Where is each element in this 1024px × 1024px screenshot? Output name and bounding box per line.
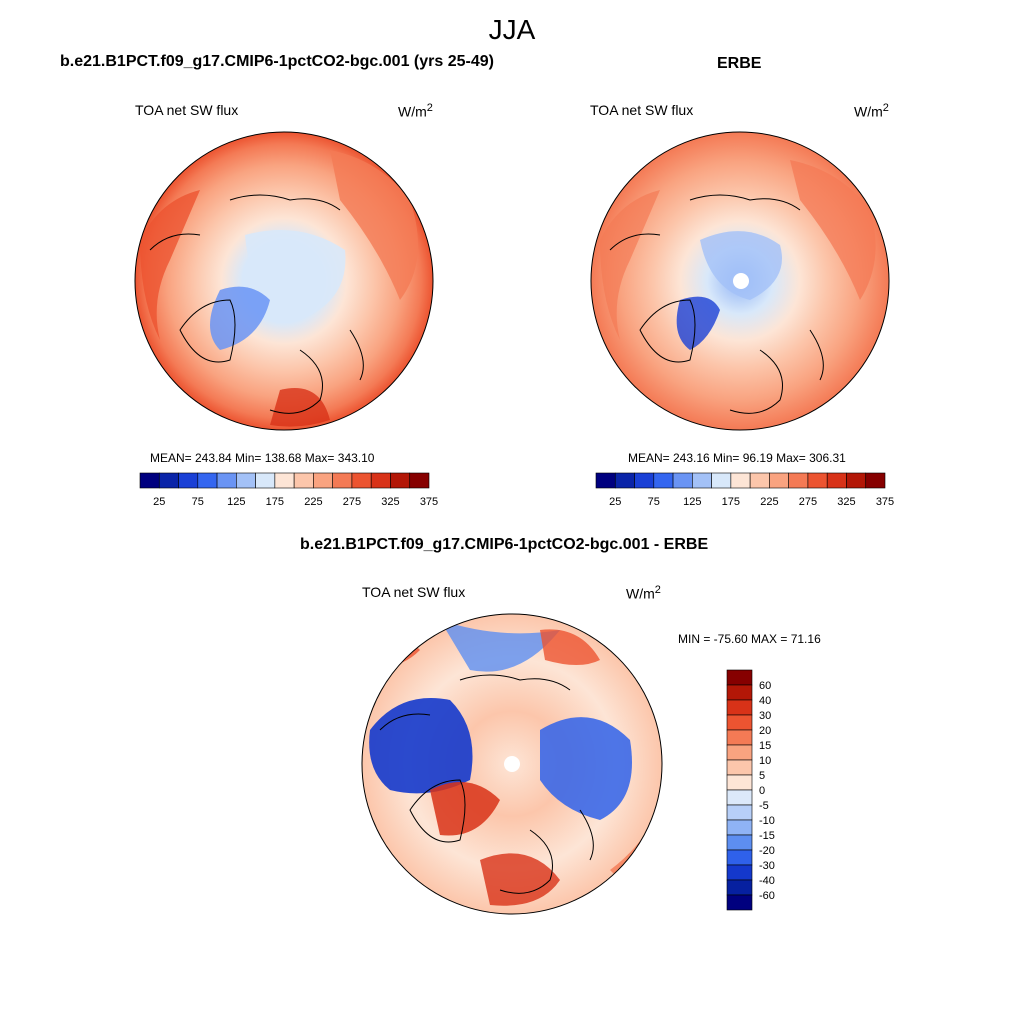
panel2-colorbar-swatch	[672, 472, 693, 489]
panel1-colorbar-swatch	[370, 472, 391, 489]
panel3-colorbar-swatch	[726, 729, 753, 746]
panel3-colorbar-swatch	[726, 759, 753, 776]
panel2-colorbar-swatch	[826, 472, 847, 489]
panel1-colorbar-swatch	[197, 472, 218, 489]
panel1-colorbar-swatch	[255, 472, 276, 489]
panel3-colorbar: 60 40 30 20 15 10 5 0 -5 -10 -15 -20 -30 -40 -60	[726, 669, 775, 911]
panel2-colorbar-tick-label: 175	[722, 496, 740, 508]
panel1-map	[135, 132, 433, 430]
panel3-stats: MIN = -75.60 MAX = 71.16	[678, 632, 821, 646]
panel2-colorbar-swatch	[749, 472, 770, 489]
panel3-colorbar-swatch	[726, 879, 753, 896]
panel2-colorbar-swatch	[692, 472, 712, 489]
panel1-stats: MEAN= 243.84 Min= 138.68 Max= 343.10	[150, 451, 375, 465]
panel3-title: b.e21.B1PCT.f09_g17.CMIP6-1pctCO2-bgc.00…	[300, 536, 709, 553]
panel3-colorbar-tick-label: -40	[759, 875, 775, 887]
season-title: JJA	[488, 14, 536, 45]
panel2-colorbar-tick-label: 75	[648, 496, 660, 508]
panel1-variable: TOA net SW flux	[135, 102, 239, 118]
panel2-colorbar-tick-label: 25	[609, 496, 621, 508]
panel3-colorbar-swatch	[726, 744, 753, 761]
panel3-variable: TOA net SW flux	[362, 584, 466, 600]
panel2-colorbar-tick-label: 225	[760, 496, 778, 508]
panel3-colorbar-swatch	[726, 684, 753, 701]
panel2-colorbar-swatch	[653, 472, 674, 489]
panel3-colorbar-tick-label: -10	[759, 815, 775, 827]
panel3-map	[362, 614, 662, 914]
panel3-colorbar-tick-label: -5	[759, 800, 769, 812]
panel3-colorbar-tick-label: 5	[759, 770, 765, 782]
panel3-colorbar-tick-label: 40	[759, 695, 771, 707]
panel1-colorbar-swatch	[178, 472, 199, 489]
panel2-colorbar-tick-label: 325	[837, 496, 855, 508]
panel3-colorbar-swatch	[726, 699, 753, 716]
panel2-colorbar-swatch	[807, 472, 828, 489]
panel1-colorbar-swatch	[139, 472, 160, 489]
panel2-colorbar-swatch	[865, 472, 886, 489]
panel2-colorbar: 25 75 125 175 225 275 325 375	[595, 472, 894, 508]
panel3-colorbar-swatch	[726, 834, 753, 851]
panel2-colorbar-swatch	[711, 472, 732, 489]
panel1-colorbar: 25 75 125 175 225 275 325 375	[139, 472, 438, 508]
panel3-colorbar-tick-label: 60	[759, 680, 771, 692]
panel1-colorbar-swatch	[409, 472, 430, 489]
panel1-colorbar-tick-label: 275	[343, 496, 361, 508]
panel3-colorbar-swatch	[726, 819, 753, 836]
panel3-colorbar-tick-label: 10	[759, 755, 771, 767]
panel1-colorbar-swatch	[390, 472, 411, 489]
panel1-colorbar-swatch	[293, 472, 314, 489]
panel3-colorbar-tick-label: -30	[759, 860, 775, 872]
panel3-colorbar-tick-label: 15	[759, 740, 771, 752]
panel1-colorbar-swatch	[216, 472, 237, 489]
panel3-colorbar-swatch	[726, 894, 753, 911]
panel2-colorbar-swatch	[634, 472, 655, 489]
panel1-colorbar-tick-label: 325	[381, 496, 399, 508]
panel2-colorbar-swatch	[730, 472, 751, 489]
panel3-colorbar-swatch	[726, 774, 753, 791]
panel2-colorbar-swatch	[595, 472, 616, 489]
panel3-colorbar-swatch	[726, 789, 753, 806]
panel2-map	[591, 132, 889, 430]
panel3-colorbar-tick-label: -60	[759, 890, 775, 902]
panel2-colorbar-tick-label: 125	[683, 496, 701, 508]
panel1-colorbar-swatch	[274, 472, 295, 489]
panel1-colorbar-swatch	[158, 472, 179, 489]
panel1-colorbar-swatch	[313, 472, 333, 489]
panel3-colorbar-swatch	[726, 669, 753, 686]
panel3-colorbar-swatch	[726, 804, 753, 821]
panel3-colorbar-tick-label: -20	[759, 845, 775, 857]
panel2-variable: TOA net SW flux	[590, 102, 694, 118]
panel1-units: W/m2	[398, 102, 433, 120]
panel1-colorbar-tick-label: 125	[227, 496, 245, 508]
panel1-colorbar-tick-label: 225	[304, 496, 322, 508]
panel1-colorbar-tick-label: 375	[420, 496, 438, 508]
panel3-colorbar-swatch	[726, 849, 753, 866]
panel3-units: W/m2	[626, 584, 661, 602]
panel2-colorbar-swatch	[614, 472, 635, 489]
panel1-title: b.e21.B1PCT.f09_g17.CMIP6-1pctCO2-bgc.00…	[60, 53, 494, 70]
panel2-title: ERBE	[717, 55, 762, 72]
panel2-colorbar-swatch	[788, 472, 809, 489]
panel1-colorbar-swatch	[332, 472, 353, 489]
panel3-colorbar-tick-label: 20	[759, 725, 771, 737]
panel3-colorbar-tick-label: 0	[759, 785, 765, 797]
panel3-colorbar-swatch	[726, 714, 753, 731]
panel1-colorbar-swatch	[351, 472, 372, 489]
panel3-colorbar-tick-label: -15	[759, 830, 775, 842]
panel2-colorbar-tick-label: 375	[876, 496, 894, 508]
panel1-colorbar-tick-label: 75	[192, 496, 204, 508]
panel1-colorbar-tick-label: 25	[153, 496, 165, 508]
panel1-colorbar-tick-label: 175	[266, 496, 284, 508]
panel2-units: W/m2	[854, 102, 889, 120]
panel3-colorbar-tick-label: 30	[759, 710, 771, 722]
panel2-colorbar-swatch	[769, 472, 789, 489]
panel2-colorbar-tick-label: 275	[799, 496, 817, 508]
panel1-colorbar-swatch	[236, 472, 256, 489]
panel3-colorbar-swatch	[726, 864, 753, 881]
panel2-colorbar-swatch	[846, 472, 867, 489]
panel2-stats: MEAN= 243.16 Min= 96.19 Max= 306.31	[628, 451, 846, 465]
